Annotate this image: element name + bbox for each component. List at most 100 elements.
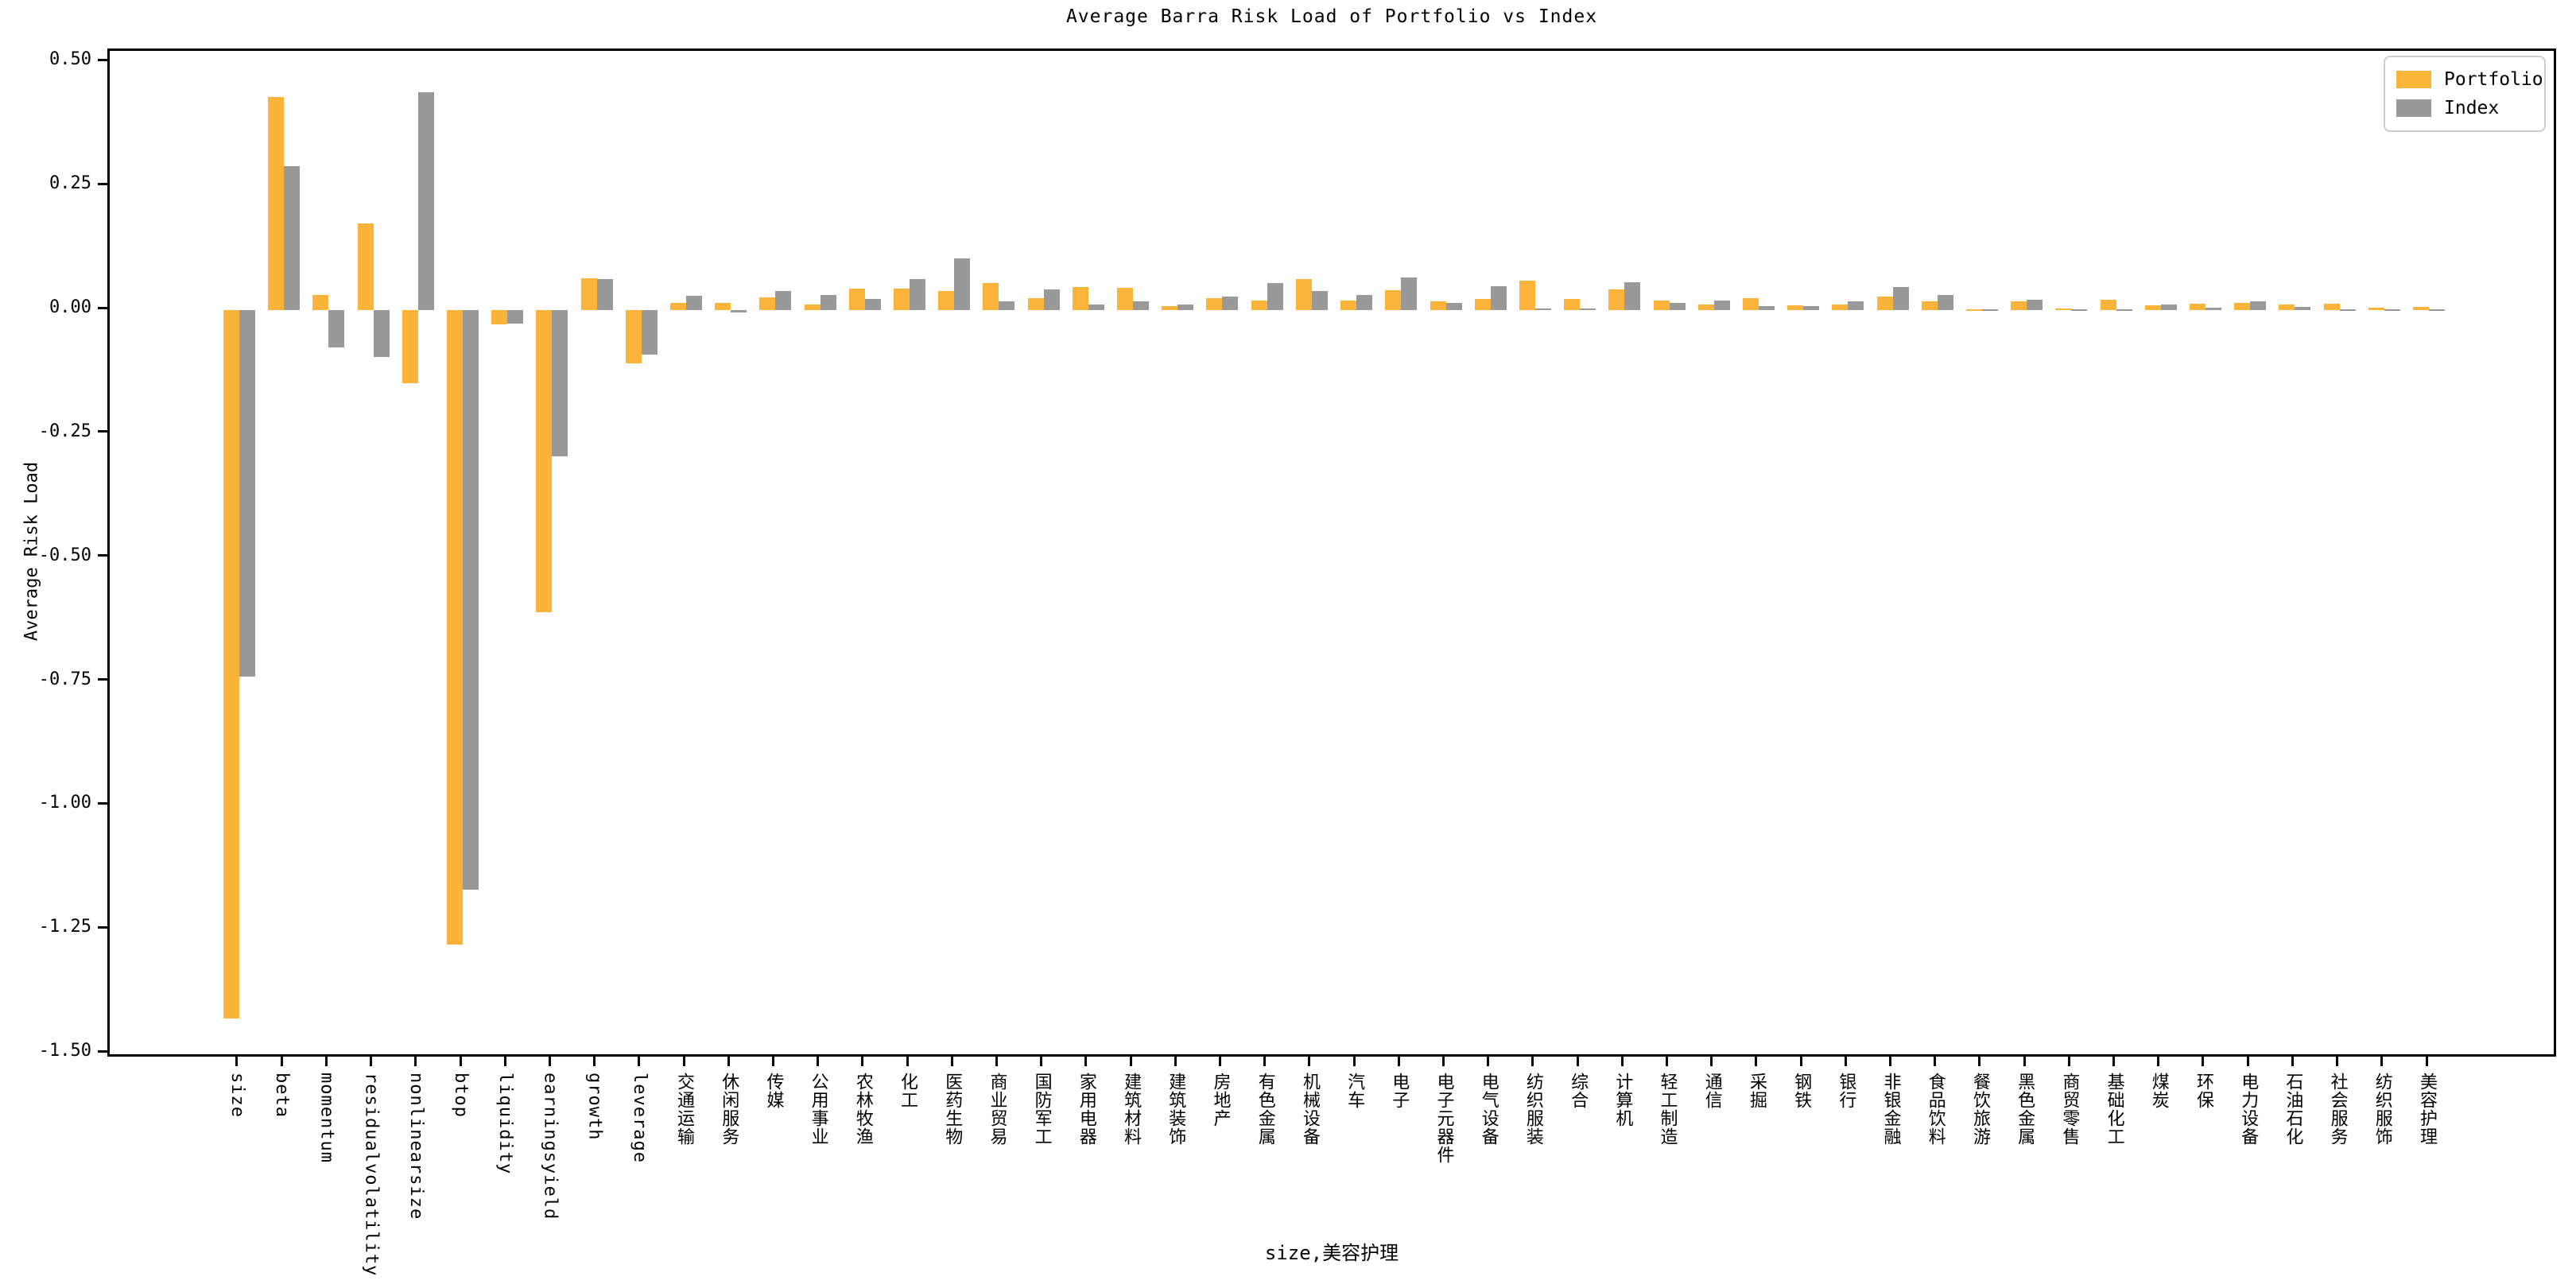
legend-item-index: Index bbox=[2396, 94, 2533, 122]
x-tick-mark bbox=[324, 1057, 328, 1066]
legend-item-portfolio: Portfolio bbox=[2396, 65, 2543, 94]
x-tick-mark bbox=[995, 1057, 998, 1066]
bar-portfolio-钢铁 bbox=[1787, 305, 1804, 311]
x-tick-mark bbox=[861, 1057, 864, 1066]
bar-index-earningsyield bbox=[552, 310, 568, 456]
bar-index-btop bbox=[463, 310, 479, 890]
x-tick-mark bbox=[1442, 1057, 1445, 1066]
x-tick-mark bbox=[771, 1057, 774, 1066]
bar-portfolio-growth bbox=[580, 278, 597, 311]
bar-portfolio-电气设备 bbox=[1474, 299, 1491, 311]
bar-index-采掘 bbox=[1758, 306, 1775, 311]
bar-index-餐饮旅游 bbox=[1981, 308, 1998, 311]
bar-index-建筑材料 bbox=[1133, 301, 1150, 311]
x-tick-label-房地产: 房地产 bbox=[1210, 1073, 1231, 1127]
x-tick-mark bbox=[1487, 1057, 1490, 1066]
bar-portfolio-纺织服饰 bbox=[2368, 307, 2384, 311]
y-tick-label: -1.25 bbox=[38, 917, 91, 937]
bar-index-机械设备 bbox=[1311, 290, 1328, 311]
x-tick-label-商业贸易: 商业贸易 bbox=[987, 1073, 1007, 1146]
bar-portfolio-nonlinearsize bbox=[402, 310, 418, 383]
x-tick-label-nonlinearsize: nonlinearsize bbox=[405, 1073, 426, 1220]
bar-portfolio-电力设备 bbox=[2234, 303, 2251, 311]
x-tick-label-银行: 银行 bbox=[1836, 1073, 1856, 1109]
bar-portfolio-农林牧渔 bbox=[848, 289, 865, 311]
x-tick-label-休闲服务: 休闲服务 bbox=[719, 1073, 739, 1146]
bar-index-电子 bbox=[1401, 277, 1418, 311]
x-tick-label-earningsyield: earningsyield bbox=[540, 1073, 561, 1220]
bar-index-汽车 bbox=[1356, 295, 1373, 311]
x-tick-label-黑色金属: 黑色金属 bbox=[2015, 1073, 2035, 1146]
x-tick-mark bbox=[593, 1057, 596, 1066]
x-tick-mark bbox=[2380, 1057, 2384, 1066]
x-tick-mark bbox=[2246, 1057, 2249, 1066]
bar-portfolio-建筑材料 bbox=[1117, 287, 1134, 311]
bar-index-电力设备 bbox=[2250, 301, 2267, 311]
bar-portfolio-家用电器 bbox=[1072, 286, 1088, 311]
x-tick-mark bbox=[280, 1057, 283, 1066]
x-tick-label-通信: 通信 bbox=[1701, 1073, 1722, 1109]
bar-index-leverage bbox=[641, 310, 658, 355]
y-tick-label: 0.00 bbox=[49, 297, 91, 318]
bar-portfolio-石油石化 bbox=[2279, 304, 2295, 311]
bar-portfolio-综合 bbox=[1564, 299, 1581, 311]
x-tick-label-liquidity: liquidity bbox=[495, 1073, 516, 1175]
bar-portfolio-有色金属 bbox=[1251, 301, 1267, 311]
bar-index-黑色金属 bbox=[2027, 299, 2043, 311]
x-tick-label-汽车: 汽车 bbox=[1344, 1073, 1365, 1109]
bar-portfolio-传媒 bbox=[759, 297, 776, 311]
x-axis-label: size,美容护理 bbox=[1264, 1242, 1399, 1264]
bar-index-休闲服务 bbox=[731, 310, 747, 312]
x-tick-mark bbox=[235, 1057, 239, 1066]
x-tick-mark bbox=[1934, 1057, 1937, 1066]
x-tick-label-有色金属: 有色金属 bbox=[1255, 1073, 1275, 1146]
x-tick-label-交通运输: 交通运输 bbox=[674, 1073, 695, 1146]
legend: Portfolio Index bbox=[2384, 56, 2546, 132]
bar-portfolio-公用事业 bbox=[804, 305, 821, 311]
bar-portfolio-汽车 bbox=[1340, 300, 1357, 311]
bar-portfolio-餐饮旅游 bbox=[1965, 308, 1982, 311]
y-tick-label: -0.25 bbox=[38, 421, 91, 441]
bar-portfolio-银行 bbox=[1832, 305, 1849, 311]
bar-portfolio-通信 bbox=[1697, 304, 1714, 311]
y-tick-mark bbox=[98, 58, 107, 61]
y-tick-mark bbox=[98, 678, 107, 681]
x-tick-label-轻工制造: 轻工制造 bbox=[1657, 1073, 1678, 1146]
x-tick-label-纺织服饰: 纺织服饰 bbox=[2372, 1073, 2392, 1146]
x-tick-label-基础化工: 基础化工 bbox=[2104, 1073, 2124, 1146]
bar-index-环保 bbox=[2205, 307, 2221, 311]
bar-portfolio-建筑装饰 bbox=[1162, 306, 1178, 311]
x-tick-mark bbox=[1576, 1057, 1579, 1066]
x-tick-mark bbox=[906, 1057, 909, 1066]
x-tick-mark bbox=[1710, 1057, 1713, 1066]
x-tick-mark bbox=[1263, 1057, 1267, 1066]
bar-portfolio-化工 bbox=[894, 288, 910, 311]
x-tick-mark bbox=[414, 1057, 417, 1066]
x-tick-mark bbox=[1352, 1057, 1356, 1066]
bar-index-综合 bbox=[1580, 308, 1596, 311]
x-tick-mark bbox=[1620, 1057, 1624, 1066]
bar-index-非银金融 bbox=[1892, 286, 1909, 311]
legend-label-index: Index bbox=[2444, 98, 2500, 118]
bar-portfolio-电子 bbox=[1385, 290, 1402, 311]
bar-index-momentum bbox=[328, 310, 345, 347]
bar-portfolio-黑色金属 bbox=[2011, 301, 2027, 311]
y-tick-label: -0.75 bbox=[38, 669, 91, 689]
bar-portfolio-社会服务 bbox=[2323, 303, 2340, 311]
x-tick-label-国防军工: 国防军工 bbox=[1031, 1073, 1052, 1146]
x-tick-mark bbox=[459, 1057, 462, 1066]
x-tick-label-电气设备: 电气设备 bbox=[1478, 1073, 1499, 1146]
x-tick-label-计算机: 计算机 bbox=[1612, 1073, 1633, 1127]
y-tick-label: 0.25 bbox=[49, 173, 91, 194]
x-tick-mark bbox=[1889, 1057, 1892, 1066]
x-tick-mark bbox=[548, 1057, 551, 1066]
bar-portfolio-beta bbox=[268, 96, 285, 311]
bar-portfolio-leverage bbox=[625, 310, 642, 364]
bar-index-纺织服饰 bbox=[2384, 308, 2400, 311]
bar-index-交通运输 bbox=[686, 295, 703, 311]
bar-index-煤炭 bbox=[2160, 305, 2177, 311]
x-tick-label-beta: beta bbox=[272, 1073, 293, 1118]
y-tick-mark bbox=[98, 182, 107, 185]
bar-portfolio-earningsyield bbox=[536, 310, 553, 613]
